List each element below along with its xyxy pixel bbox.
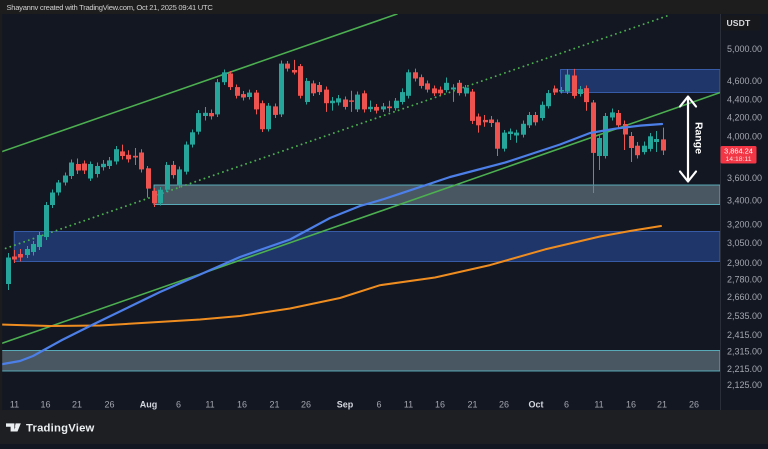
svg-text:2,780.00: 2,780.00 [727, 275, 762, 285]
svg-text:4,400.00: 4,400.00 [727, 94, 762, 104]
svg-text:USDT: USDT [727, 18, 751, 28]
svg-text:3,050.00: 3,050.00 [727, 238, 762, 248]
svg-text:6: 6 [564, 399, 569, 409]
svg-text:Shayannv created with TradingV: Shayannv created with TradingView.com, O… [7, 3, 214, 12]
svg-text:2,315.00: 2,315.00 [727, 347, 762, 357]
svg-text:5,000.00: 5,000.00 [727, 44, 762, 54]
svg-text:2,125.00: 2,125.00 [727, 380, 762, 390]
svg-text:26: 26 [301, 399, 311, 409]
svg-text:TradingView: TradingView [26, 423, 95, 435]
svg-text:4,000.00: 4,000.00 [727, 132, 762, 142]
svg-text:16: 16 [626, 399, 636, 409]
svg-text:Aug: Aug [140, 399, 158, 409]
svg-text:21: 21 [657, 399, 667, 409]
svg-text:11: 11 [10, 399, 19, 409]
svg-text:3,200.00: 3,200.00 [727, 220, 762, 230]
svg-text:26: 26 [104, 399, 114, 409]
svg-text:Sep: Sep [337, 399, 354, 409]
svg-text:2,535.00: 2,535.00 [727, 311, 762, 321]
svg-text:6: 6 [376, 399, 381, 409]
svg-text:4,600.00: 4,600.00 [727, 76, 762, 86]
svg-text:Range: Range [692, 122, 704, 154]
svg-text:2,415.00: 2,415.00 [727, 330, 762, 340]
svg-text:11: 11 [594, 399, 603, 409]
svg-text:21: 21 [72, 399, 82, 409]
svg-text:2,660.00: 2,660.00 [727, 292, 762, 302]
svg-text:21: 21 [269, 399, 279, 409]
svg-text:26: 26 [499, 399, 509, 409]
svg-text:16: 16 [237, 399, 247, 409]
svg-text:14:18:11: 14:18:11 [726, 156, 752, 163]
svg-text:3,600.00: 3,600.00 [727, 173, 762, 183]
svg-text:21: 21 [467, 399, 477, 409]
svg-text:16: 16 [435, 399, 445, 409]
svg-text:Oct: Oct [528, 399, 543, 409]
svg-text:3,400.00: 3,400.00 [727, 196, 762, 206]
svg-text:4,200.00: 4,200.00 [727, 113, 762, 123]
svg-text:6: 6 [176, 399, 181, 409]
svg-text:2,215.00: 2,215.00 [727, 364, 762, 374]
svg-text:3,864.24: 3,864.24 [724, 147, 753, 156]
svg-text:2,900.00: 2,900.00 [727, 258, 762, 268]
svg-text:26: 26 [689, 399, 699, 409]
svg-text:11: 11 [404, 399, 413, 409]
svg-text:11: 11 [205, 399, 214, 409]
svg-text:16: 16 [40, 399, 50, 409]
